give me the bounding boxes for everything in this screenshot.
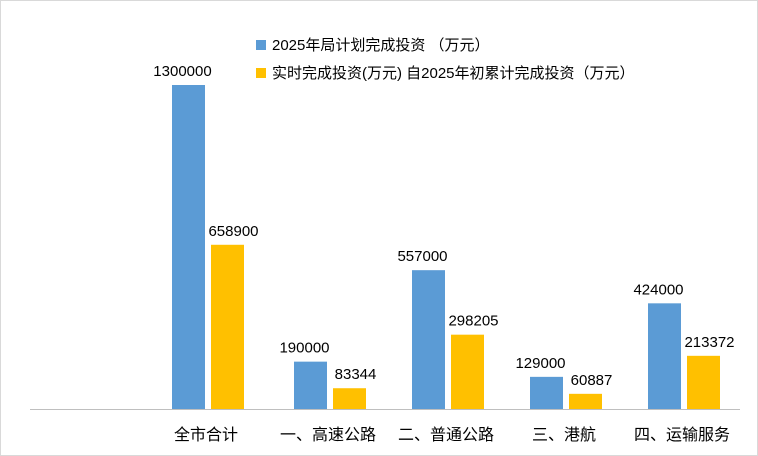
data-label-plan-2: 557000 [397,248,447,265]
legend-label-1: 实时完成投资(万元) 自2025年初累计完成投资（万元） [272,65,635,82]
data-label-actual-4: 213372 [684,334,734,351]
bar-actual-1 [333,388,366,409]
bar-plan-0 [172,85,205,409]
bar-actual-2 [451,334,484,409]
bar-actual-4 [687,355,720,409]
bar-plan-2 [412,270,445,409]
data-label-plan-4: 424000 [633,281,683,298]
data-label-plan-3: 129000 [515,355,565,372]
category-label-2: 二、普通公路 [398,426,494,444]
legend-label-0: 2025年局计划完成投资 （万元） [272,37,490,54]
category-label-1: 一、高速公路 [280,426,376,444]
data-label-actual-0: 658900 [208,223,258,240]
bar-actual-3 [569,393,602,409]
legend-swatch-0 [256,40,266,50]
data-label-actual-1: 83344 [335,366,377,383]
bar-plan-3 [530,376,563,409]
bar-plan-4 [648,303,681,409]
bar-plan-1 [294,361,327,409]
category-label-3: 三、港航 [532,426,596,444]
category-label-0: 全市合计 [174,426,238,444]
legend-swatch-1 [256,68,266,78]
data-label-plan-1: 190000 [279,340,329,357]
data-label-plan-0: 1300000 [153,63,211,80]
data-label-actual-2: 298205 [448,313,498,330]
bar-actual-0 [211,244,244,409]
data-label-actual-3: 60887 [571,372,613,389]
category-label-4: 四、运输服务 [634,426,730,444]
